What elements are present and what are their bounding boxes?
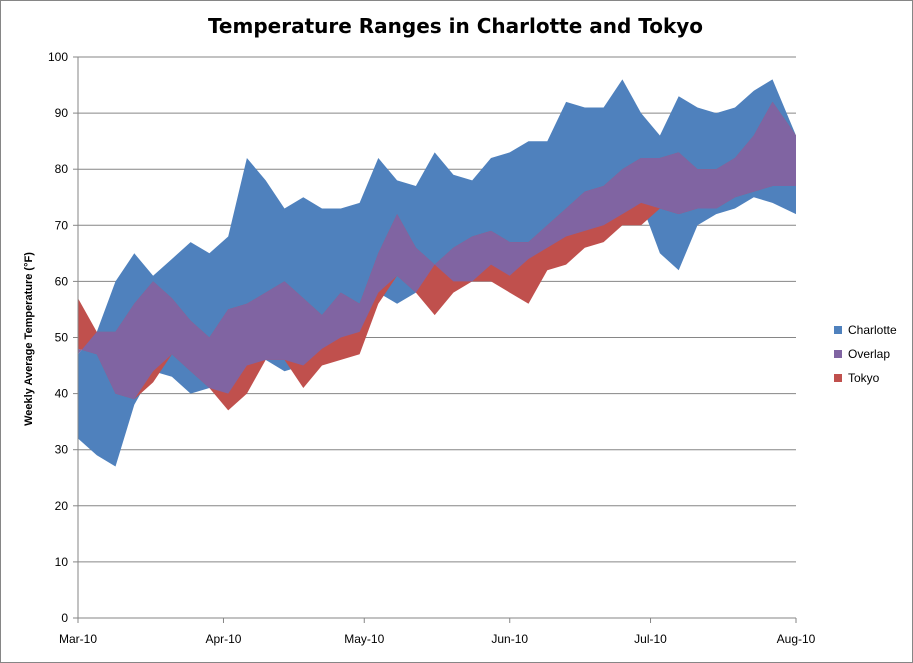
legend-swatch-tokyo (834, 374, 842, 382)
y-tick-label-80: 80 (55, 162, 69, 176)
legend-label-overlap: Overlap (848, 347, 891, 361)
legend-label-charlotte: Charlotte (848, 323, 897, 337)
chart-title: Temperature Ranges in Charlotte and Toky… (207, 14, 704, 38)
x-tick-label-Jun-10: Jun-10 (491, 632, 528, 646)
y-tick-label-40: 40 (55, 387, 69, 401)
y-tick-label-60: 60 (55, 274, 69, 288)
legend: Charlotte Overlap Tokyo (834, 318, 897, 390)
legend-label-tokyo: Tokyo (848, 371, 880, 385)
legend-item-tokyo: Tokyo (834, 366, 897, 390)
series-areas (78, 79, 796, 467)
y-tick-label-90: 90 (55, 106, 69, 120)
legend-item-overlap: Overlap (834, 342, 897, 366)
legend-item-charlotte: Charlotte (834, 318, 897, 342)
x-tick-label-May-10: May-10 (344, 632, 384, 646)
tick-labels: 0 10 20 30 40 50 60 70 80 90 100 Mar-10 Apr-10 May-10… (48, 50, 816, 646)
x-tick-label-Mar-10: Mar-10 (59, 632, 97, 646)
series-area-overlap (78, 101, 796, 400)
legend-swatch-charlotte (834, 326, 842, 334)
x-tick-label-Aug-10: Aug-10 (777, 632, 816, 646)
y-tick-label-20: 20 (55, 499, 69, 513)
x-tick-label-Jul-10: Jul-10 (634, 632, 667, 646)
y-tick-label-30: 30 (55, 443, 69, 457)
y-tick-label-50: 50 (55, 331, 69, 345)
y-tick-label-100: 100 (48, 50, 68, 64)
y-tick-label-70: 70 (55, 218, 69, 232)
y-axis-label: Weekly Average Temperature (°F) (23, 252, 35, 426)
axes (73, 56, 797, 623)
y-tick-label-0: 0 (61, 611, 68, 625)
x-tick-label-Apr-10: Apr-10 (205, 632, 241, 646)
legend-swatch-overlap (834, 350, 842, 358)
y-tick-label-10: 10 (55, 555, 69, 569)
